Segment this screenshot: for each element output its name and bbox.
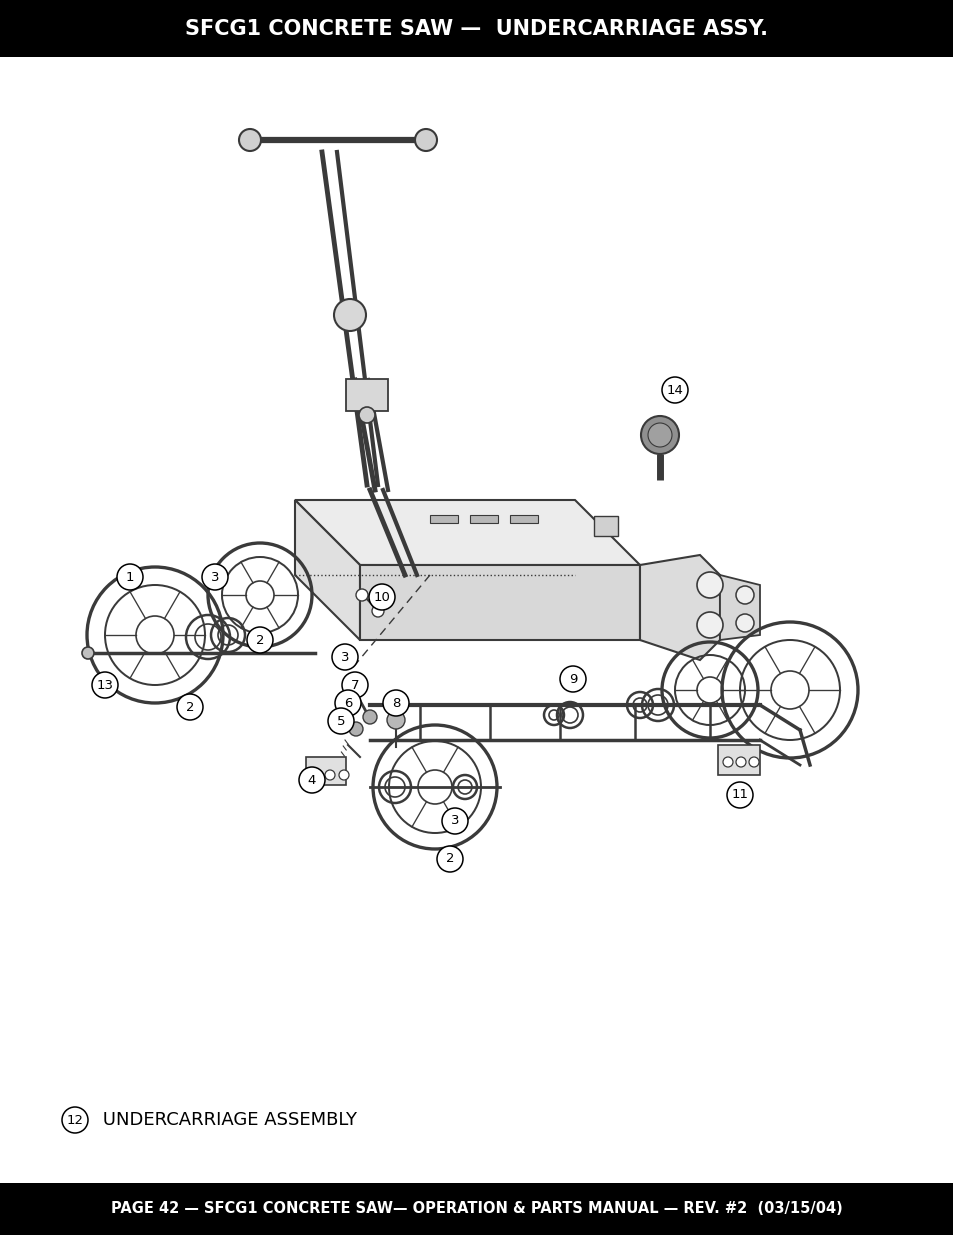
Circle shape bbox=[117, 564, 143, 590]
Bar bbox=[0, 0, 953, 57]
Circle shape bbox=[726, 782, 752, 808]
Circle shape bbox=[91, 672, 118, 698]
Circle shape bbox=[697, 572, 722, 598]
Text: UNDERCARRIAGE ASSEMBLY: UNDERCARRIAGE ASSEMBLY bbox=[97, 1112, 356, 1129]
Circle shape bbox=[202, 564, 228, 590]
Circle shape bbox=[735, 614, 753, 632]
Text: 13: 13 bbox=[96, 678, 113, 692]
Text: 2: 2 bbox=[445, 852, 454, 866]
Circle shape bbox=[177, 694, 203, 720]
Circle shape bbox=[325, 769, 335, 781]
Circle shape bbox=[358, 408, 375, 424]
Circle shape bbox=[338, 769, 349, 781]
Text: 12: 12 bbox=[67, 1114, 84, 1126]
Circle shape bbox=[328, 708, 354, 734]
Circle shape bbox=[349, 722, 363, 736]
Circle shape bbox=[62, 1107, 88, 1132]
Text: 14: 14 bbox=[666, 384, 682, 396]
Circle shape bbox=[239, 128, 261, 151]
Circle shape bbox=[722, 757, 732, 767]
Circle shape bbox=[369, 584, 395, 610]
Circle shape bbox=[82, 647, 94, 659]
Polygon shape bbox=[639, 555, 720, 659]
Polygon shape bbox=[294, 500, 639, 564]
Circle shape bbox=[332, 643, 357, 671]
Text: 3: 3 bbox=[450, 815, 458, 827]
Circle shape bbox=[341, 672, 368, 698]
Text: 6: 6 bbox=[343, 697, 352, 709]
FancyBboxPatch shape bbox=[346, 379, 388, 411]
Text: 7: 7 bbox=[351, 678, 359, 692]
Text: 10: 10 bbox=[374, 590, 390, 604]
Circle shape bbox=[559, 666, 585, 692]
Circle shape bbox=[334, 299, 366, 331]
Text: 3: 3 bbox=[340, 651, 349, 663]
Polygon shape bbox=[720, 576, 760, 640]
Circle shape bbox=[298, 767, 325, 793]
FancyBboxPatch shape bbox=[306, 757, 346, 785]
Circle shape bbox=[247, 627, 273, 653]
FancyBboxPatch shape bbox=[718, 745, 760, 776]
Polygon shape bbox=[359, 564, 639, 640]
FancyBboxPatch shape bbox=[594, 516, 618, 536]
Circle shape bbox=[735, 757, 745, 767]
Text: 2: 2 bbox=[186, 700, 194, 714]
Circle shape bbox=[387, 711, 405, 729]
Circle shape bbox=[372, 605, 384, 618]
Circle shape bbox=[355, 589, 368, 601]
Circle shape bbox=[748, 757, 759, 767]
Polygon shape bbox=[430, 515, 457, 522]
Circle shape bbox=[647, 424, 671, 447]
Text: 1: 1 bbox=[126, 571, 134, 583]
Text: 8: 8 bbox=[392, 697, 399, 709]
Polygon shape bbox=[510, 515, 537, 522]
Text: 9: 9 bbox=[568, 673, 577, 685]
Circle shape bbox=[363, 710, 376, 724]
Circle shape bbox=[640, 416, 679, 454]
Polygon shape bbox=[294, 500, 359, 640]
Text: 5: 5 bbox=[336, 715, 345, 727]
Text: 2: 2 bbox=[255, 634, 264, 646]
Text: 11: 11 bbox=[731, 788, 748, 802]
Circle shape bbox=[335, 690, 360, 716]
Circle shape bbox=[382, 690, 409, 716]
Circle shape bbox=[436, 846, 462, 872]
Text: PAGE 42 — SFCG1 CONCRETE SAW— OPERATION & PARTS MANUAL — REV. #2  (03/15/04): PAGE 42 — SFCG1 CONCRETE SAW— OPERATION … bbox=[111, 1202, 842, 1216]
Circle shape bbox=[441, 808, 468, 834]
Text: SFCG1 CONCRETE SAW —  UNDERCARRIAGE ASSY.: SFCG1 CONCRETE SAW — UNDERCARRIAGE ASSY. bbox=[185, 19, 768, 38]
Circle shape bbox=[661, 377, 687, 403]
Text: 4: 4 bbox=[308, 773, 315, 787]
Circle shape bbox=[415, 128, 436, 151]
Circle shape bbox=[311, 769, 320, 781]
Polygon shape bbox=[470, 515, 497, 522]
Circle shape bbox=[697, 613, 722, 638]
Text: 3: 3 bbox=[211, 571, 219, 583]
Circle shape bbox=[735, 585, 753, 604]
Bar bbox=[0, 1183, 953, 1235]
